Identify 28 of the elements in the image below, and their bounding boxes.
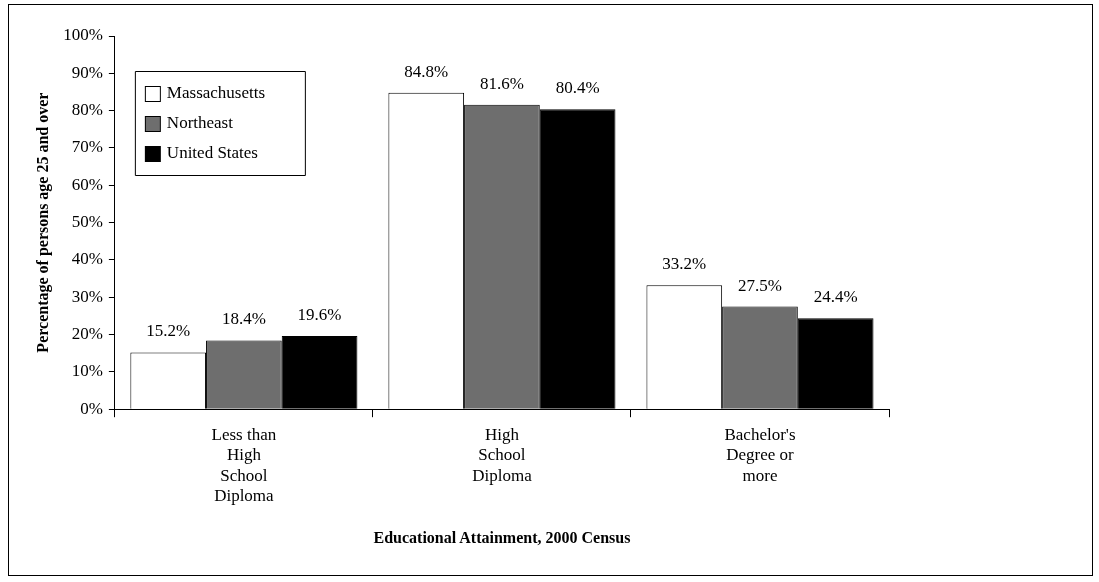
data-label: 81.6% <box>479 73 524 93</box>
x-tick-label: High School Diploma <box>472 424 533 485</box>
y-tick-label: 10% <box>71 361 103 381</box>
data-label: 80.4% <box>555 78 600 98</box>
data-label: 84.8% <box>404 61 449 81</box>
legend-label: Northeast <box>166 113 234 133</box>
legend-label: United States <box>166 143 258 163</box>
y-tick-label: 100% <box>63 25 103 45</box>
y-tick-label: 60% <box>71 174 103 194</box>
y-tick-label: 40% <box>71 249 103 269</box>
x-tick-label: Bachelor's Degree or more <box>724 424 796 485</box>
y-tick-label: 30% <box>71 286 103 306</box>
y-tick-label: 70% <box>71 137 103 157</box>
legend-label: Massachusetts <box>166 83 266 103</box>
y-tick-label: 20% <box>71 324 103 344</box>
data-label: 27.5% <box>738 275 782 295</box>
x-axis-title: Educational Attainment, 2000 Census <box>373 528 631 546</box>
data-label: 33.2% <box>662 254 707 274</box>
x-tick-label: Less than High School Diploma <box>211 424 277 506</box>
y-tick-label: 50% <box>71 212 103 232</box>
y-tick-label: 80% <box>71 100 103 120</box>
data-label: 15.2% <box>146 321 191 341</box>
y-tick-label: 90% <box>71 62 103 82</box>
y-axis-title: Percentage of persons age 25 and over <box>33 92 52 353</box>
data-label: 24.4% <box>813 287 858 307</box>
y-tick-label: 0% <box>80 398 103 418</box>
data-label: 19.6% <box>297 305 342 325</box>
data-label: 18.4% <box>221 309 266 329</box>
